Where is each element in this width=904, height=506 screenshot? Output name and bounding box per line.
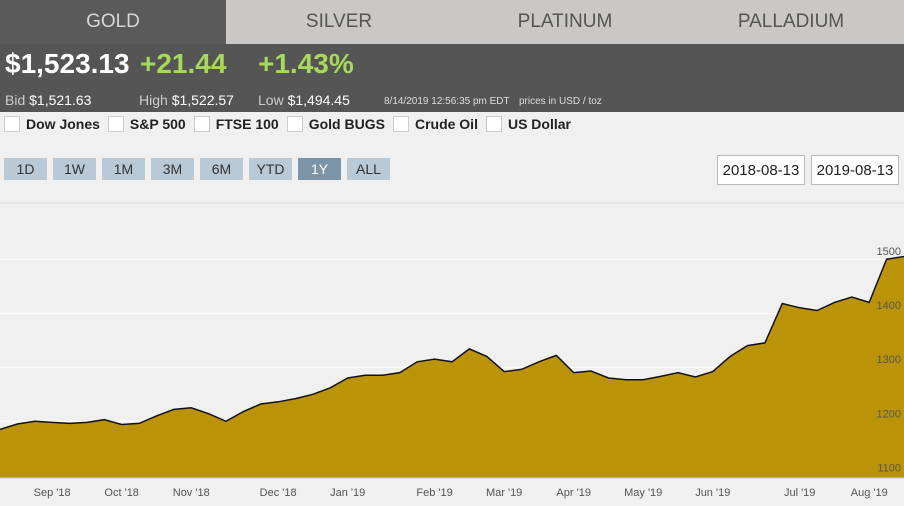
checkbox[interactable] [392, 116, 409, 132]
comparison-label: Gold BUGS [308, 116, 385, 132]
x-tick-label: Jan '19 [330, 487, 365, 499]
comparison-option[interactable]: Gold BUGS [286, 116, 387, 132]
x-tick-label: Mar '19 [486, 487, 522, 499]
checkbox[interactable] [4, 116, 20, 132]
range-button[interactable]: 1D [4, 158, 47, 180]
y-tick-label: 1100 [877, 462, 901, 474]
comparison-option[interactable]: Crude Oil [392, 116, 480, 132]
x-tick-label: Jul '19 [784, 487, 815, 499]
range-button[interactable]: 3M [151, 158, 194, 180]
y-tick-label: 1200 [877, 408, 901, 420]
comparison-label: Crude Oil [414, 116, 478, 132]
y-tick-label: 1300 [877, 354, 901, 366]
x-tick-label: Apr '19 [556, 487, 591, 499]
comparison-label: S&P 500 [129, 116, 186, 132]
comparisons: Dow Jones S&P 500 FTSE 100 Gold BUGS Crude O… [4, 116, 573, 132]
metal-tabs: GOLD SILVER PLATINUM PALLADIUM [0, 0, 904, 44]
x-tick-label: Dec '18 [260, 487, 297, 499]
metal-tab[interactable]: PALLADIUM [737, 11, 845, 32]
comparison-label: Dow Jones [26, 116, 100, 132]
high-label: High [139, 92, 168, 108]
units: prices in USD / toz [519, 96, 602, 107]
comparison-option[interactable]: US Dollar [485, 116, 573, 132]
high: $1,522.57 [171, 92, 234, 108]
range-button[interactable]: 1M [102, 158, 145, 180]
x-tick-label: Oct '18 [104, 487, 139, 499]
change-percent: +1.43% [258, 48, 354, 79]
range-button[interactable]: 1W [53, 158, 96, 180]
checkbox[interactable] [485, 116, 502, 132]
comparison-label: US Dollar [507, 116, 571, 132]
low: $1,494.45 [287, 92, 350, 108]
price: $1,523.13 [5, 48, 130, 79]
bid: $1,521.63 [29, 92, 92, 108]
comparison-option[interactable]: Dow Jones [4, 116, 102, 132]
start-date[interactable]: 2018-08-13 [717, 155, 805, 185]
metal-tab[interactable]: SILVER [305, 11, 373, 32]
low-label: Low [258, 92, 284, 108]
timestamp: 8/14/2019 12:56:35 pm EDT [384, 96, 510, 107]
comparison-option[interactable]: FTSE 100 [193, 116, 281, 132]
metal-tab[interactable]: GOLD [0, 0, 226, 44]
x-tick-label: May '19 [624, 487, 662, 499]
comparison-option[interactable]: S&P 500 [107, 116, 188, 132]
checkbox[interactable] [193, 116, 210, 132]
x-tick-label: Feb '19 [416, 487, 452, 499]
x-tick-label: Aug '19 [851, 487, 888, 499]
area [0, 256, 904, 478]
range-button[interactable]: 6M [200, 158, 243, 180]
x-tick-label: Nov '18 [173, 487, 210, 499]
range-button[interactable]: YTD [249, 158, 292, 180]
x-tick-label: Sep '18 [34, 487, 71, 499]
end-date[interactable]: 2019-08-13 [811, 155, 899, 185]
bid-label: Bid [5, 92, 26, 108]
price-line [0, 255, 904, 431]
range-button[interactable]: ALL [347, 158, 390, 180]
y-tick-label: 1500 [877, 246, 901, 258]
comparison-label: FTSE 100 [215, 116, 279, 132]
quote-panel: $1,523.13 +21.44 +1.43% Bid $1,521.63 Hi… [0, 44, 904, 112]
range-buttons: 1D 1W 1M 3M 6M YTD 1Y ALL [4, 158, 390, 180]
checkbox[interactable] [286, 116, 303, 132]
y-tick-label: 1400 [877, 300, 901, 312]
x-tick-label: Jun '19 [695, 487, 730, 499]
range-button[interactable]: 1Y [298, 158, 341, 180]
checkbox[interactable] [107, 116, 124, 132]
metal-tab[interactable]: PLATINUM [517, 11, 613, 32]
change: +21.44 [140, 48, 227, 79]
